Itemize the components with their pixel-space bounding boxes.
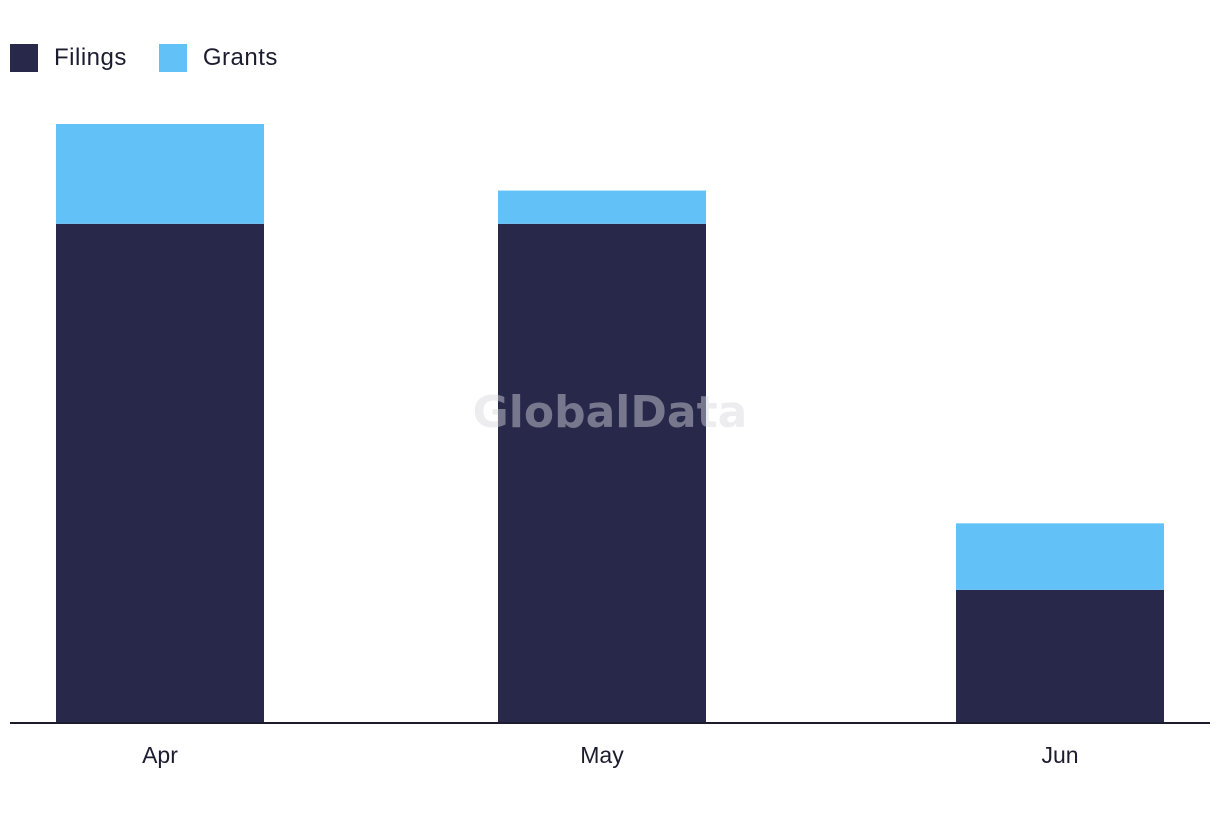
bar-grants-jun[interactable] bbox=[956, 523, 1164, 590]
legend-item-filings[interactable]: Filings bbox=[10, 44, 127, 72]
bar-filings-jun[interactable] bbox=[956, 589, 1164, 723]
watermark: GlobalData bbox=[473, 387, 748, 438]
x-tick-label-apr: Apr bbox=[142, 742, 178, 768]
legend-label-filings: Filings bbox=[54, 44, 127, 71]
legend-swatch-grants bbox=[158, 44, 187, 72]
x-tick-label-may: May bbox=[580, 742, 624, 768]
bar-grants-apr[interactable] bbox=[56, 124, 264, 224]
legend: Filings Grants bbox=[10, 44, 278, 72]
bar-grants-may[interactable] bbox=[498, 190, 706, 224]
legend-label-grants: Grants bbox=[202, 44, 278, 71]
legend-swatch-filings bbox=[10, 44, 38, 72]
bar-filings-may[interactable] bbox=[498, 223, 706, 724]
bar-filings-apr[interactable] bbox=[56, 223, 264, 724]
bars-group bbox=[56, 124, 1164, 724]
legend-item-grants[interactable]: Grants bbox=[158, 44, 278, 72]
x-tick-labels: Apr May Jun bbox=[142, 742, 1078, 768]
x-tick-label-jun: Jun bbox=[1041, 742, 1078, 768]
